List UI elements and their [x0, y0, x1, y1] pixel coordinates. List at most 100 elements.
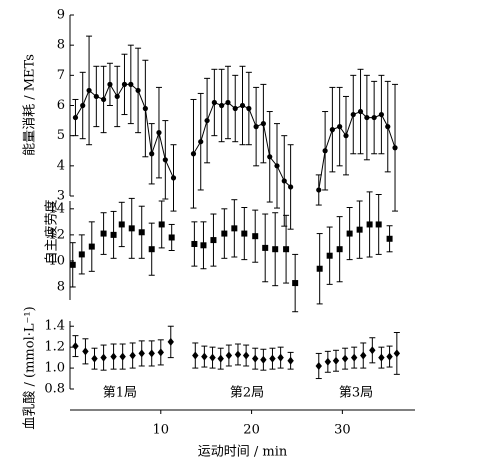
marker: [337, 124, 343, 130]
marker: [343, 133, 349, 139]
marker: [209, 353, 216, 362]
marker: [86, 87, 92, 94]
marker: [72, 342, 79, 351]
marker: [148, 349, 155, 358]
marker: [292, 280, 299, 287]
y-tick-label: 12: [48, 227, 65, 242]
marker: [332, 356, 340, 365]
marker: [167, 337, 174, 346]
marker: [191, 240, 198, 247]
x-axis-label: 运动时间 / min: [198, 445, 288, 460]
marker: [316, 265, 323, 272]
marker: [119, 352, 126, 361]
marker: [148, 246, 155, 253]
marker: [93, 93, 99, 100]
marker: [219, 102, 225, 109]
marker: [378, 111, 385, 118]
marker: [107, 81, 113, 87]
y-tick-label: 7: [57, 68, 65, 83]
marker: [100, 353, 107, 362]
marker: [350, 111, 356, 118]
marker: [371, 114, 377, 121]
marker: [329, 127, 335, 133]
y-tick-label: 4: [57, 158, 65, 173]
marker: [336, 246, 343, 253]
round-label: 第2局: [230, 386, 264, 401]
marker: [72, 114, 79, 121]
marker: [114, 93, 120, 100]
marker: [221, 230, 228, 237]
marker: [392, 145, 398, 151]
marker: [135, 87, 141, 94]
marker: [110, 352, 117, 361]
marker: [118, 221, 125, 228]
marker: [272, 246, 279, 253]
marker: [234, 350, 242, 359]
y-tick-label: 1.2: [44, 340, 65, 355]
marker: [100, 96, 107, 103]
marker: [369, 346, 376, 355]
marker: [366, 221, 373, 228]
marker: [211, 99, 217, 106]
marker: [260, 121, 266, 127]
marker: [246, 105, 252, 112]
marker: [217, 354, 224, 363]
y-axis-label: 能量消耗 / METs: [23, 54, 38, 156]
marker: [157, 348, 164, 357]
line: [318, 110, 396, 191]
marker: [231, 225, 238, 232]
marker: [375, 221, 382, 228]
marker: [198, 139, 204, 145]
marker: [158, 221, 165, 228]
marker: [341, 354, 349, 363]
marker: [142, 105, 148, 112]
y-tick-label: 0.8: [44, 382, 65, 397]
marker: [364, 114, 370, 121]
marker: [170, 175, 177, 181]
y-tick-label: 10: [48, 253, 65, 268]
marker: [156, 130, 162, 136]
marker: [386, 235, 393, 242]
y-tick-label: 14: [48, 201, 65, 216]
x-tick-label: 10: [153, 423, 170, 438]
marker: [346, 230, 353, 237]
marker: [88, 243, 95, 250]
marker: [386, 352, 393, 361]
marker: [82, 347, 89, 356]
marker: [385, 124, 391, 130]
y-axis-label: 自主疲劳度: [44, 199, 60, 264]
marker: [110, 231, 117, 238]
marker: [267, 154, 273, 160]
marker: [201, 352, 208, 361]
marker: [200, 242, 207, 249]
x-tick-label: 30: [334, 423, 351, 438]
marker: [239, 102, 246, 109]
round-label: 第1局: [103, 386, 137, 401]
marker: [356, 226, 363, 233]
marker: [210, 237, 217, 244]
marker: [128, 225, 135, 232]
marker: [281, 178, 287, 184]
x-tick-label: 20: [243, 423, 260, 438]
marker: [192, 351, 199, 360]
y-tick-label: 8: [57, 38, 65, 53]
marker: [322, 148, 328, 154]
marker: [262, 244, 269, 251]
marker: [190, 151, 197, 157]
marker: [69, 261, 76, 268]
y-tick-label: 6: [57, 98, 65, 113]
y-tick-label: 1.4: [44, 319, 65, 334]
marker: [287, 356, 294, 365]
marker: [225, 351, 233, 360]
marker: [232, 105, 238, 112]
marker: [260, 355, 267, 364]
y-tick-label: 5: [57, 128, 65, 143]
marker: [360, 351, 367, 360]
y-tick-label: 1.0: [44, 361, 65, 376]
marker: [277, 353, 284, 362]
marker: [378, 353, 385, 362]
marker: [326, 252, 333, 259]
marker: [91, 354, 98, 363]
marker: [100, 230, 107, 237]
